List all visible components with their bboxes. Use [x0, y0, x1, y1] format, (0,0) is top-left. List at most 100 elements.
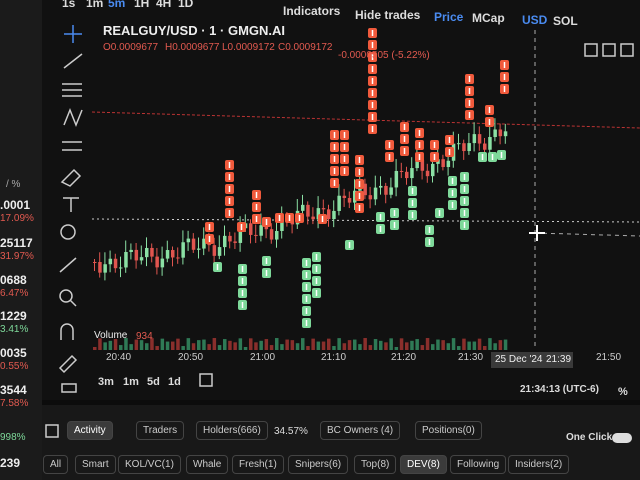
volume-bar [181, 346, 185, 350]
sol-toggle[interactable]: SOL [553, 14, 578, 28]
tab[interactable]: Positions(0) [415, 421, 482, 440]
tab[interactable]: Traders [136, 421, 185, 440]
price-toggle[interactable]: Price [434, 10, 464, 24]
candle [223, 235, 227, 248]
side-panel [0, 0, 42, 480]
volume-bar [238, 338, 243, 350]
volume-bar [176, 338, 180, 350]
range-button[interactable]: 5d [147, 376, 160, 388]
interval-button[interactable]: 4H [156, 0, 172, 10]
indicators-button[interactable]: Indicators [283, 4, 341, 18]
ohlc-change: -0.0000505 (-5.22%) [338, 50, 430, 61]
tab[interactable]: Holders(666) [196, 421, 268, 440]
volume-bar [462, 338, 466, 350]
side-change: 6.47% [0, 288, 29, 299]
ohlc-close: C0.0009172 [278, 42, 333, 53]
side-change: 998% [0, 432, 26, 443]
candle [457, 143, 461, 145]
candle [311, 216, 315, 220]
volume-bar [145, 343, 149, 350]
filter-chip[interactable]: Insiders(2) [508, 455, 570, 474]
candle [217, 247, 222, 256]
volume-bar [311, 338, 315, 350]
candle [145, 247, 149, 258]
volume-bar [134, 339, 139, 350]
candle [301, 204, 305, 211]
volume-bar [415, 339, 419, 350]
interval-button[interactable]: 1D [178, 0, 194, 10]
range-button[interactable]: 3m [98, 376, 114, 388]
filter-chip[interactable]: All [43, 455, 69, 474]
volume-bar [259, 340, 263, 350]
mcap-toggle[interactable]: MCap [472, 11, 505, 25]
volume-bar [363, 338, 367, 350]
filter-chip[interactable]: Top(8) [354, 455, 397, 474]
volume-bar [472, 341, 477, 350]
interval-button[interactable]: 1H [134, 0, 150, 10]
filter-chip[interactable]: KOL/VC(1) [118, 455, 181, 474]
interval-button[interactable]: 5m [108, 0, 126, 10]
volume-bar [233, 342, 237, 350]
toggle[interactable] [612, 433, 632, 443]
volume-bar [124, 338, 128, 350]
filter-chip[interactable]: Snipers(6) [288, 455, 349, 474]
price-line [91, 111, 640, 129]
candle [186, 238, 191, 243]
interval-button[interactable]: 1s [62, 0, 76, 10]
volume-bar [212, 338, 217, 350]
candle [171, 250, 175, 258]
candle [259, 225, 263, 236]
volume-bar [379, 340, 383, 350]
candle [238, 228, 243, 243]
volume-bar [207, 344, 211, 350]
volume-bar [254, 342, 258, 350]
candle [93, 262, 97, 263]
interval-button[interactable]: 1m [86, 0, 104, 10]
cursor-time-box [491, 352, 573, 368]
candle [113, 258, 118, 269]
candle [212, 245, 217, 256]
candle [379, 185, 383, 188]
volume-bar [503, 339, 508, 350]
dotted-line [91, 218, 640, 223]
range-button[interactable]: 1d [168, 376, 181, 388]
tab[interactable]: Activity [67, 421, 113, 440]
tab[interactable]: BC Owners (4) [320, 421, 401, 440]
crosshair-h [534, 232, 640, 237]
crosshair [529, 225, 545, 241]
usd-toggle[interactable]: USD [522, 13, 548, 27]
filter-chip[interactable]: Whale [186, 455, 229, 474]
volume-bar [493, 343, 497, 350]
volume-bar [483, 346, 487, 350]
volume-bar [269, 345, 274, 350]
candle [202, 238, 206, 249]
volume-bar [197, 340, 201, 350]
volume-bar [108, 340, 113, 350]
candle [264, 225, 269, 230]
ohlc-open: O0.0009677 [103, 42, 159, 53]
volume-bar [389, 338, 393, 350]
volume-value: 934 [136, 331, 153, 342]
side-value: 25117 [0, 236, 33, 250]
volume-bar [316, 341, 321, 350]
range-button[interactable]: 1m [123, 376, 139, 388]
filter-chip[interactable]: Smart [75, 455, 116, 474]
volume-bar [441, 340, 445, 350]
volume-bar [249, 338, 253, 350]
volume-bar [399, 338, 404, 350]
time-label: 20:50 [178, 352, 204, 363]
candle [129, 249, 133, 253]
volume-bar [139, 340, 144, 350]
percent-toggle[interactable]: % [618, 386, 628, 398]
filter-chip[interactable]: DEV(8) [400, 455, 447, 474]
candle [415, 160, 419, 169]
filter-chip[interactable]: Following [450, 455, 507, 474]
hide-trades-button[interactable]: Hide trades [355, 8, 421, 22]
candle [249, 223, 253, 235]
side-change: 3.41% [0, 324, 29, 335]
candle [405, 171, 409, 179]
filter-chip[interactable]: Fresh(1) [232, 455, 284, 474]
side-change: 17.09% [0, 213, 34, 224]
candle [103, 264, 107, 273]
